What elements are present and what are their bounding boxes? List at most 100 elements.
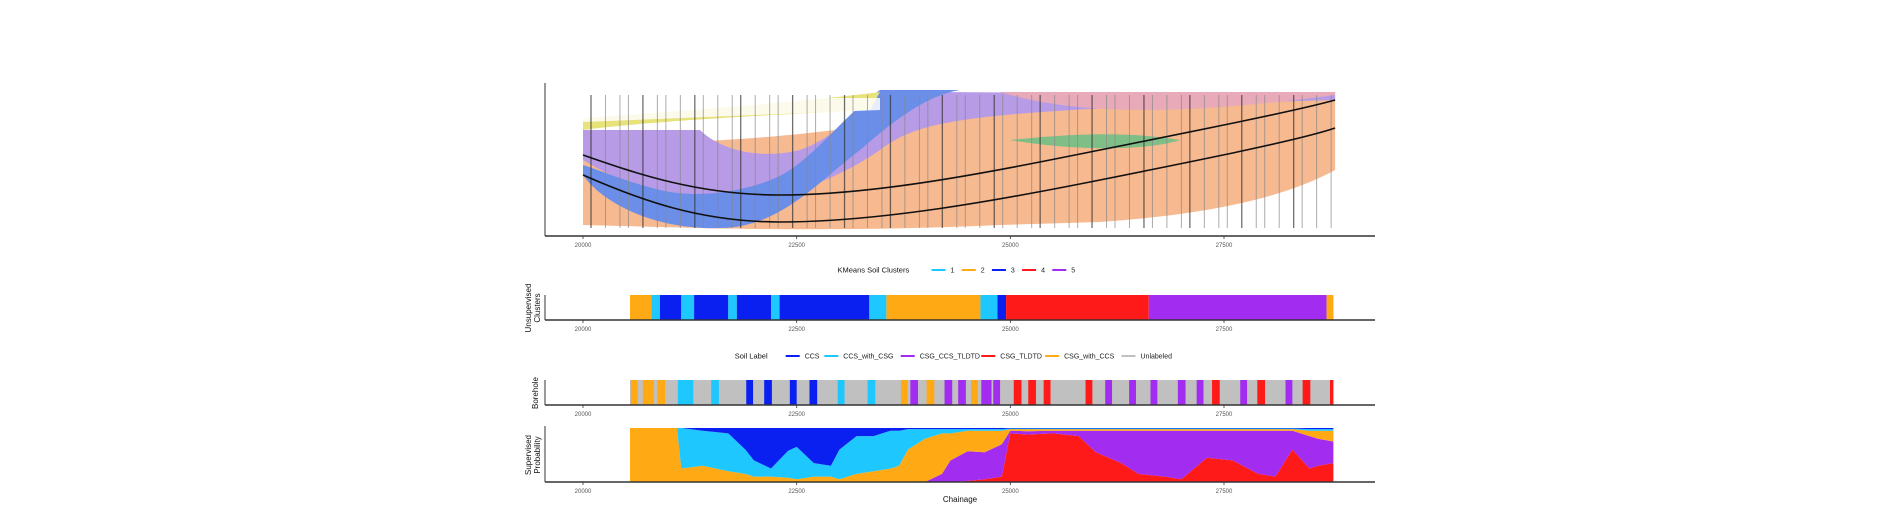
unsupervised-clusters-panel xyxy=(544,295,1334,320)
x-tick-label: 22500 xyxy=(788,327,805,333)
cluster-segment xyxy=(779,295,870,320)
cluster-segment xyxy=(681,295,695,320)
supervised-x-axis: 20000 22500 25000 27500 xyxy=(545,481,1375,495)
legend-label: CCS_with_CSG xyxy=(843,354,893,361)
borehole-segment xyxy=(1329,380,1334,405)
tunnel-alignment-lower xyxy=(582,127,1336,223)
borehole-panel xyxy=(544,380,1334,405)
kmeans-legend: KMeans Soil Clusters 1 2 3 4 5 xyxy=(838,266,1076,275)
borehole-segment xyxy=(642,380,654,405)
legend-label: 4 xyxy=(1041,268,1045,275)
cluster-segment xyxy=(1006,295,1149,320)
x-tick-label: 25000 xyxy=(1002,489,1019,495)
unsupervised-ylabel: UnsupervisedClusters xyxy=(524,284,542,333)
borehole-segment xyxy=(1043,380,1051,405)
cluster-segment xyxy=(736,295,772,320)
legend-label: 1 xyxy=(951,268,955,275)
borehole-segment xyxy=(1085,380,1093,405)
legend-label: CSG_CCS_TLDTD xyxy=(920,354,980,361)
borehole-segment xyxy=(837,380,845,405)
geological-section-x-axis: 20000 22500 25000 27500 xyxy=(545,235,1375,249)
x-tick-label: 22500 xyxy=(788,489,805,495)
borehole-segment xyxy=(1028,380,1036,405)
unsupervised-x-axis: 20000 22500 25000 27500 xyxy=(545,319,1375,333)
probability-area-ccs-with-csg xyxy=(630,428,1334,480)
borehole-segment xyxy=(1212,380,1220,405)
probability-area-ccs xyxy=(630,428,1334,469)
borehole-segment xyxy=(993,380,1001,405)
cluster-segment xyxy=(1326,295,1334,320)
borehole-segment xyxy=(958,380,966,405)
probability-area-csg-ccs-tldtd xyxy=(630,430,1334,482)
supervised-probability-panel xyxy=(544,426,1334,482)
x-tick-label: 27500 xyxy=(1216,489,1233,495)
geological-section-panel xyxy=(544,83,1336,236)
probability-area-csg-with-ccs xyxy=(630,428,1334,482)
borehole-segment xyxy=(971,380,978,405)
supervised-probability-ylabel: SupervisedProbability xyxy=(524,435,542,475)
soil-label-legend: Soil Label CCS CCS_with_CSG CSG_CCS_TLDTD C… xyxy=(735,352,1172,361)
legend-label: Unlabeled xyxy=(1141,354,1173,361)
borehole-ylabel: Borehole xyxy=(531,376,540,409)
borehole-segment xyxy=(746,380,754,405)
cluster-segment xyxy=(886,295,981,320)
x-tick-label: 20000 xyxy=(575,412,592,418)
cluster-segment xyxy=(651,295,660,320)
layer-sand xyxy=(583,90,960,229)
borehole-segment xyxy=(657,380,666,405)
layer-clay xyxy=(583,92,1336,200)
borehole-segment xyxy=(1257,380,1266,405)
borehole-segment xyxy=(764,380,772,405)
cluster-segment xyxy=(980,295,998,320)
borehole-segment xyxy=(944,380,953,405)
legend-label: CSG_TLDTD xyxy=(1000,354,1042,361)
tunnel-alignment-upper xyxy=(582,99,1336,196)
borehole-segment xyxy=(1302,380,1311,405)
legend-label: 2 xyxy=(981,268,985,275)
cluster-segment xyxy=(1148,295,1327,320)
cluster-segment xyxy=(771,295,780,320)
x-tick-label: 25000 xyxy=(1002,243,1019,249)
borehole-segment xyxy=(1196,380,1204,405)
x-tick-label: 25000 xyxy=(1002,412,1019,418)
borehole-segment xyxy=(1129,380,1136,405)
cluster-segment xyxy=(659,295,682,320)
cluster-segment xyxy=(728,295,737,320)
borehole-segment xyxy=(900,380,908,405)
cluster-segment xyxy=(630,295,652,320)
x-tick-label: 22500 xyxy=(788,243,805,249)
soil-label-legend-title: Soil Label xyxy=(735,352,768,361)
borehole-segment xyxy=(1285,380,1293,405)
x-tick-label: 27500 xyxy=(1216,243,1233,249)
borehole-segment xyxy=(1240,380,1248,405)
borehole-segment xyxy=(981,380,992,405)
ylabel-line: Unsupervised xyxy=(524,284,533,333)
borehole-segment xyxy=(711,380,719,405)
x-tick-label: 27500 xyxy=(1216,327,1233,333)
cluster-segment xyxy=(869,295,887,320)
layer-green xyxy=(1010,134,1180,149)
ylabel-line: Clusters xyxy=(533,293,542,322)
x-tick-label: 27500 xyxy=(1216,412,1233,418)
probability-area-csg-tldtd xyxy=(630,433,1334,482)
cluster-segment xyxy=(997,295,1007,320)
x-tick-label: 25000 xyxy=(1002,327,1019,333)
legend-label: 5 xyxy=(1071,268,1075,275)
borehole-segment xyxy=(1013,380,1022,405)
kmeans-legend-title: KMeans Soil Clusters xyxy=(838,266,910,275)
ylabel-line: Supervised xyxy=(524,435,533,475)
borehole-segment xyxy=(789,380,797,405)
cluster-segment xyxy=(694,295,729,320)
ylabel-line: Probability xyxy=(533,436,542,473)
borehole-segment xyxy=(677,380,694,405)
x-tick-label: 20000 xyxy=(575,243,592,249)
x-tick-label: 22500 xyxy=(788,412,805,418)
legend-label: CSG_with_CCS xyxy=(1064,354,1115,361)
borehole-segment xyxy=(1177,380,1186,405)
borehole-segment xyxy=(926,380,935,405)
borehole-segment xyxy=(1150,380,1158,405)
borehole-segment xyxy=(809,380,818,405)
borehole-segment xyxy=(1105,380,1113,405)
x-tick-label: 20000 xyxy=(575,327,592,333)
